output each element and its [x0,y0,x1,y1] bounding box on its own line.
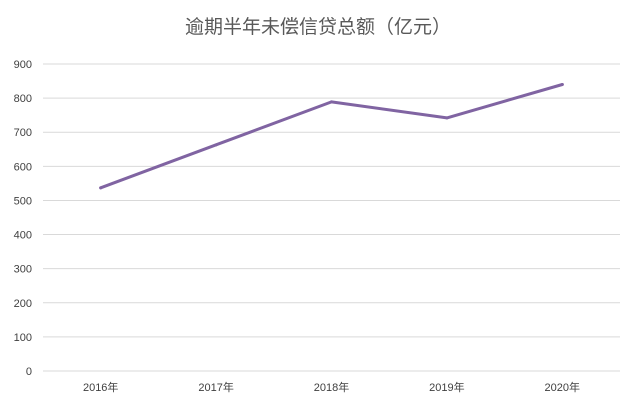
data-point [214,143,218,147]
x-tick-label: 2020年 [545,380,580,394]
x-axis-ticks: 2016年 2017年 2018年 2019年 2020年 [83,380,580,394]
y-tick-label: 500 [14,195,32,207]
x-tick-label: 2016年 [83,380,118,394]
y-tick-label: 400 [14,230,32,242]
y-tick-label: 600 [14,161,32,173]
y-axis-ticks: 0 100 200 300 400 500 600 700 800 900 [14,59,32,378]
series-line-0 [99,83,564,190]
data-point [560,82,564,86]
gridlines [43,63,620,372]
x-tick-label: 2019年 [429,380,464,394]
data-point [445,116,449,120]
chart-title: 逾期半年未偿信贷总额（亿元） [185,16,451,38]
y-tick-label: 300 [14,264,32,276]
y-tick-label: 900 [14,59,32,71]
y-tick-label: 800 [14,93,32,105]
y-tick-label: 100 [14,332,32,344]
series-layer [99,82,564,190]
x-tick-label: 2018年 [314,380,349,394]
x-tick-label: 2017年 [198,380,233,394]
data-point [330,100,333,104]
data-point [99,186,103,190]
y-tick-label: 0 [26,366,32,378]
y-tick-label: 200 [14,298,32,310]
y-tick-label: 700 [14,127,32,139]
